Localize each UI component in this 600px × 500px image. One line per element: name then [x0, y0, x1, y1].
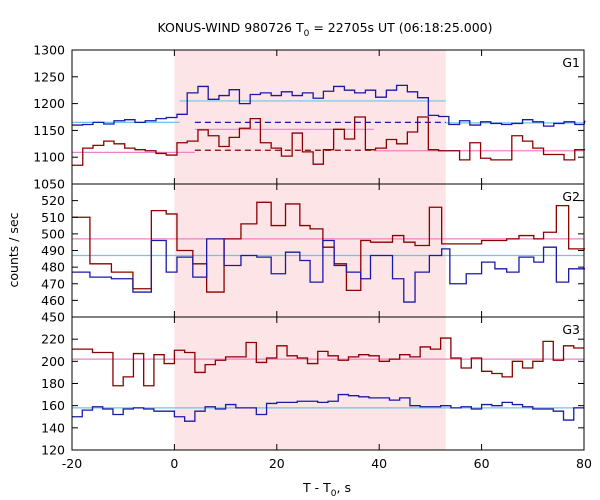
y-tick-label: 1100	[33, 150, 65, 165]
y-tick-label: 200	[41, 354, 65, 369]
y-tick-label: 1050	[33, 177, 65, 192]
chart-title: KONUS-WIND 980726 T0 = 22705s UT (06:18:…	[157, 20, 492, 39]
panel-3-blue-series	[72, 393, 584, 422]
y-tick-label: 1200	[33, 96, 65, 111]
panel-1-red-series	[72, 116, 586, 166]
x-axis-label: T - T0, s	[302, 480, 351, 499]
y-tick-label: 1250	[33, 69, 65, 84]
y-axis-label: counts / sec	[6, 212, 21, 287]
x-tick-label: 40	[371, 456, 387, 471]
y-tick-label: 120	[41, 443, 65, 458]
y-tick-label: 470	[41, 276, 65, 291]
y-tick-label: 220	[41, 332, 65, 347]
y-tick-label: 480	[41, 260, 65, 275]
y-tick-label: 180	[41, 376, 65, 391]
panel-1-blue-series	[72, 84, 586, 127]
y-tick-label: 160	[41, 398, 65, 413]
panel-label-g1: G1	[562, 55, 580, 70]
y-tick-label: 520	[41, 193, 65, 208]
panel-label-g2: G2	[562, 189, 580, 204]
y-tick-label: 1300	[33, 43, 65, 58]
plot-area: 105011001150120012501300G145046047048049…	[33, 43, 592, 472]
y-tick-label: 450	[41, 310, 65, 325]
y-tick-label: 140	[41, 420, 65, 435]
y-tick-label: 1150	[33, 123, 65, 138]
shaded-interval	[174, 50, 446, 450]
y-tick-label: 510	[41, 210, 65, 225]
x-tick-label: 0	[170, 456, 178, 471]
x-tick-label: 80	[576, 456, 592, 471]
panel-label-g3: G3	[562, 322, 580, 337]
y-tick-label: 500	[41, 226, 65, 241]
panel-2-blue-series	[72, 238, 586, 303]
x-tick-label: 20	[269, 456, 285, 471]
x-tick-label: 60	[474, 456, 490, 471]
x-tick-label: -20	[62, 456, 82, 471]
panel-2-red-series	[72, 201, 586, 293]
y-tick-label: 490	[41, 243, 65, 258]
y-tick-label: 460	[41, 293, 65, 308]
panel-3-red-series	[72, 337, 584, 387]
